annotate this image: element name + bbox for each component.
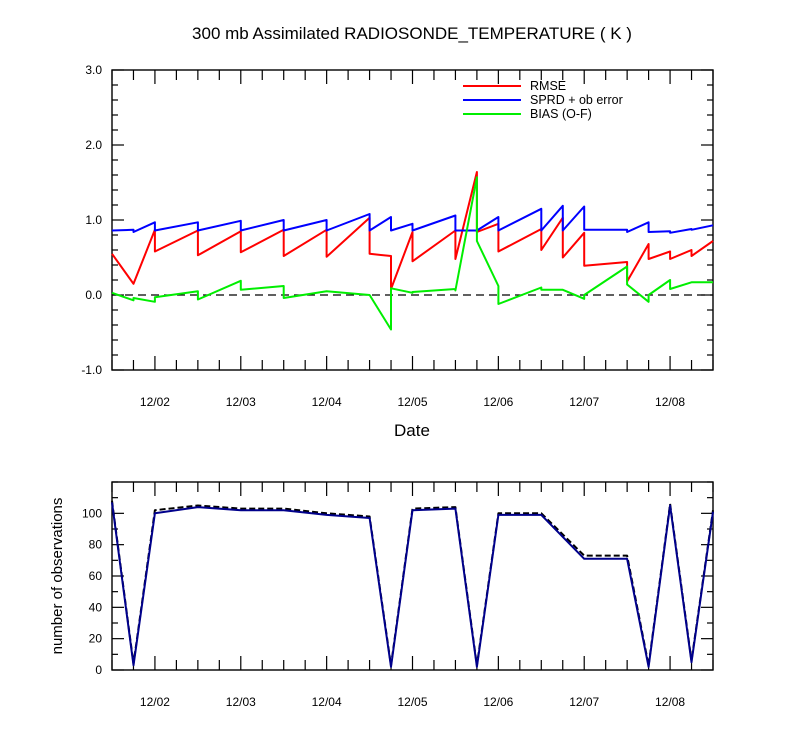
top-ytick-label: 2.0 [85, 138, 102, 152]
top-ytick-label: -1.0 [81, 363, 102, 377]
top-xtick-label: 12/04 [312, 395, 342, 409]
bottom-x-axis: 12/02 12/03 12/04 12/05 12/06 12/07 12/08 [111, 482, 714, 709]
bottom-ytick-label: 100 [82, 506, 102, 520]
series-line-observations-possible [111, 500, 714, 667]
bottom-xtick-label: 12/06 [483, 695, 513, 709]
x-axis-label: Date [394, 421, 430, 440]
top-xtick-label: 12/08 [655, 395, 685, 409]
legend-label-rmse: RMSE [530, 79, 566, 93]
bottom-ytick-label: 0 [95, 663, 102, 677]
y-axis-label-observations: number of observations [49, 498, 66, 655]
top-xtick-label: 12/07 [569, 395, 599, 409]
top-series-lines [111, 171, 714, 331]
series-line-bias-o-f [111, 176, 713, 331]
top-xtick-label: 12/03 [226, 395, 256, 409]
bottom-ytick-label: 60 [89, 569, 103, 583]
top-plot-frame [111, 69, 714, 371]
top-ytick-label: 1.0 [85, 213, 102, 227]
top-xtick-label: 12/02 [140, 395, 170, 409]
bottom-xtick-label: 12/04 [312, 695, 342, 709]
bottom-ytick-label: 20 [89, 632, 103, 646]
bottom-ytick-label: 80 [89, 538, 103, 552]
bottom-series-lines [111, 500, 714, 668]
bottom-xtick-label: 12/08 [655, 695, 685, 709]
series-line-rmse [111, 171, 714, 290]
series-line-sprd-ob-error [111, 204, 714, 234]
bottom-y-axis: 0 20 40 60 80 100 [82, 481, 713, 677]
legend-label-sprd-ob-error: SPRD + ob error [530, 93, 623, 107]
bottom-xtick-label: 12/07 [569, 695, 599, 709]
top-panel-rmse-sprd-bias: -1.00.01.02.03.0 12/02 12/03 12/04 12/05 12/… [81, 63, 714, 440]
top-y-axis: -1.0 0.0 1.0 2.0 3.0 [81, 63, 713, 377]
bottom-xtick-label: 12/02 [140, 695, 170, 709]
top-xtick-label: 12/05 [397, 395, 427, 409]
bottom-ytick-label: 40 [89, 600, 103, 614]
bottom-xtick-label: 12/03 [226, 695, 256, 709]
top-ytick-label: 3.0 [85, 63, 102, 77]
top-x-axis: 12/02 12/03 12/04 12/05 12/06 12/07 12/08 [111, 70, 714, 409]
legend-label-bias-o-f: BIAS (O-F) [530, 107, 592, 121]
top-ytick-label: 0.0 [85, 288, 102, 302]
top-xtick-label: 12/06 [483, 395, 513, 409]
chart-title: 300 mb Assimilated RADIOSONDE_TEMPERATUR… [192, 24, 632, 43]
bottom-xtick-label: 12/05 [397, 695, 427, 709]
series-line-observations-assimilated [111, 502, 714, 668]
